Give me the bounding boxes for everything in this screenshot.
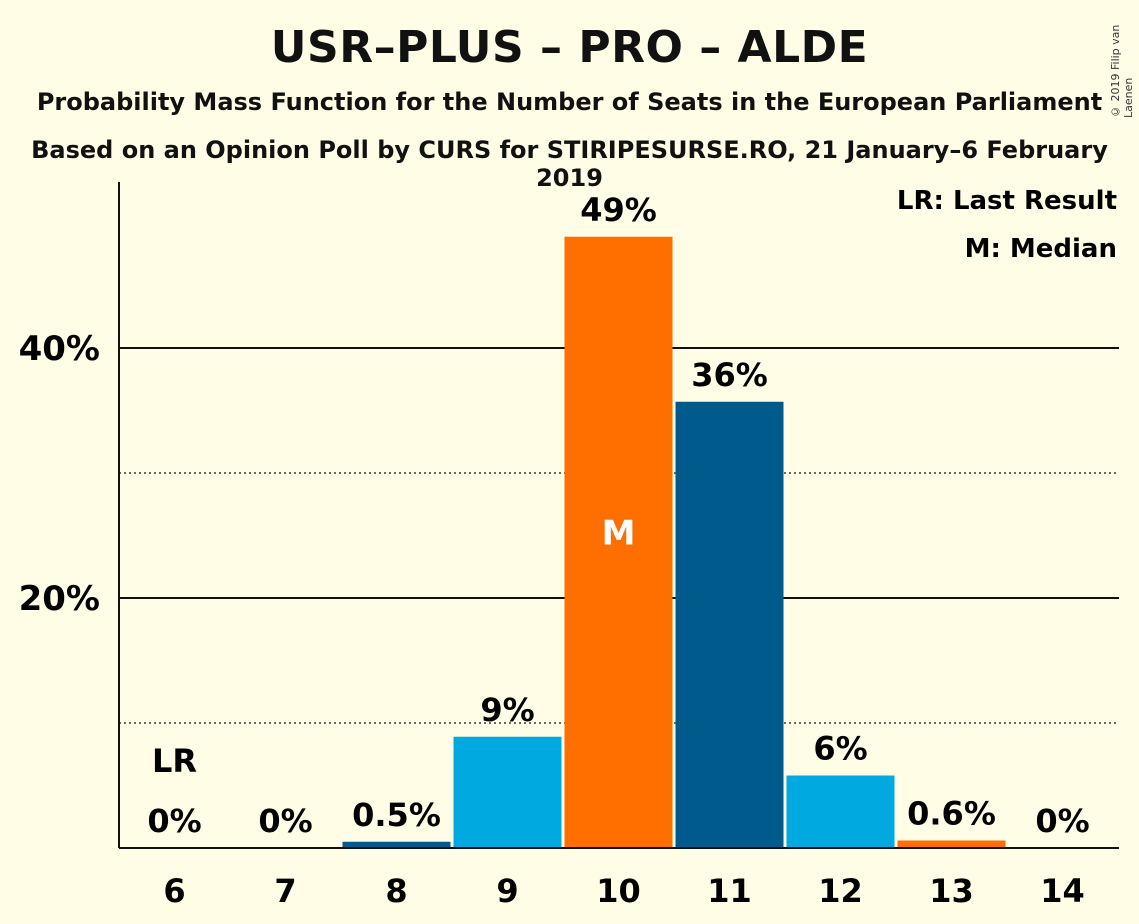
- x-tick-label: 13: [929, 872, 974, 910]
- value-label: 6%: [813, 730, 867, 768]
- x-tick-label: 6: [163, 872, 185, 910]
- value-label: 49%: [580, 191, 657, 229]
- bar-labels: 0% 6 LR 0% 7 0.5% 8 9% 9 49% 10 M 36% 11 6% 12 0.6% 13 0% 1…: [147, 191, 1089, 910]
- median-marker: M: [602, 513, 636, 553]
- bar: [786, 775, 895, 848]
- value-label: 0%: [147, 802, 201, 840]
- x-tick-label: 11: [707, 872, 752, 910]
- chart-source: Based on an Opinion Poll by CURS for STI…: [31, 136, 1108, 192]
- legend-median: M: Median: [965, 234, 1117, 264]
- value-label: 9%: [480, 691, 534, 729]
- bars: [342, 236, 1006, 848]
- x-tick-label: 8: [385, 872, 407, 910]
- value-label: 0.5%: [352, 796, 441, 834]
- chart-subtitle: Probability Mass Function for the Number…: [36, 88, 1103, 116]
- bar: [342, 841, 451, 848]
- x-tick-label: 14: [1040, 872, 1085, 910]
- x-tick-label: 10: [596, 872, 641, 910]
- bar: [453, 736, 562, 848]
- value-label: 0%: [1035, 802, 1089, 840]
- legend-last-result: LR: Last Result: [897, 186, 1117, 216]
- x-tick-label: 9: [496, 872, 518, 910]
- value-label: 0%: [258, 802, 312, 840]
- x-tick-label: 7: [274, 872, 296, 910]
- x-tick-label: 12: [818, 872, 863, 910]
- value-label: 0.6%: [907, 795, 996, 833]
- y-tick-label: 40%: [19, 329, 100, 369]
- last-result-marker: LR: [152, 742, 197, 780]
- axes: [118, 182, 1119, 849]
- y-tick-label: 20%: [19, 579, 100, 619]
- bar: [564, 236, 673, 848]
- bar: [675, 401, 784, 848]
- bar: [897, 840, 1006, 848]
- value-label: 36%: [691, 356, 768, 394]
- chart-title: USR–PLUS – PRO – ALDE: [270, 22, 869, 73]
